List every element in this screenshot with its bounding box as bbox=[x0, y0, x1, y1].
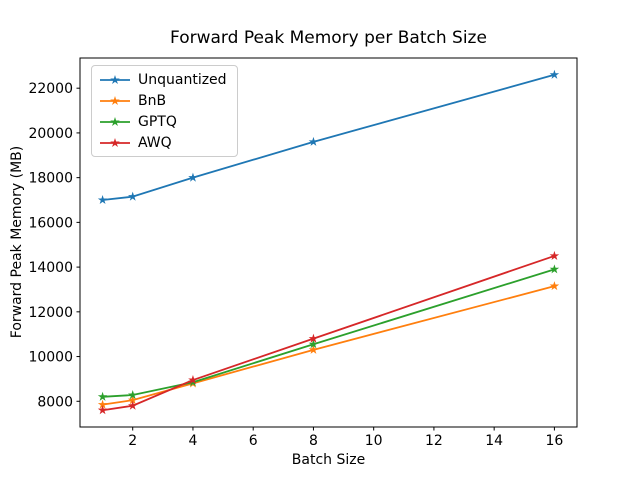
legend-marker-star-icon bbox=[110, 95, 120, 105]
data-point-awq bbox=[127, 400, 138, 410]
data-point-gptq bbox=[308, 339, 319, 349]
data-point-unquantized bbox=[97, 195, 108, 205]
data-point-awq bbox=[97, 405, 108, 415]
legend-item-bnb: BnB bbox=[99, 90, 227, 111]
data-point-unquantized bbox=[127, 191, 138, 201]
legend-swatch-gptq bbox=[100, 116, 130, 126]
legend-swatch-unquantized bbox=[100, 74, 130, 84]
data-point-bnb bbox=[549, 281, 560, 291]
data-point-awq bbox=[188, 375, 198, 385]
legend-swatch-bnb bbox=[100, 95, 130, 105]
legend-label-awq: AWQ bbox=[138, 134, 172, 151]
legend-marker-star-icon bbox=[110, 137, 120, 147]
data-point-awq bbox=[549, 250, 560, 260]
x-tick-label: 12 bbox=[425, 433, 443, 449]
y-tick-label: 22000 bbox=[28, 81, 73, 97]
data-point-unquantized bbox=[549, 69, 560, 79]
legend-label-gptq: GPTQ bbox=[138, 113, 177, 130]
x-tick-label: 6 bbox=[249, 433, 258, 449]
x-axis-label: Batch Size bbox=[291, 452, 366, 468]
data-point-bnb bbox=[127, 395, 138, 405]
y-tick-label: 10000 bbox=[28, 350, 73, 366]
x-tick-label: 16 bbox=[545, 433, 563, 449]
x-tick-label: 14 bbox=[485, 433, 503, 449]
data-point-gptq bbox=[549, 264, 560, 274]
y-tick-label: 8000 bbox=[37, 394, 73, 410]
data-point-unquantized bbox=[308, 136, 319, 146]
data-point-gptq bbox=[97, 391, 108, 401]
data-point-gptq bbox=[127, 390, 138, 400]
x-tick-label: 4 bbox=[188, 433, 197, 449]
legend-item-awq: AWQ bbox=[99, 132, 227, 153]
data-point-unquantized bbox=[188, 172, 198, 182]
x-tick-label: 2 bbox=[128, 433, 137, 449]
y-tick-label: 14000 bbox=[28, 260, 73, 276]
legend-label-bnb: BnB bbox=[138, 92, 167, 109]
y-tick-label: 18000 bbox=[28, 171, 73, 187]
y-tick-label: 12000 bbox=[28, 305, 73, 321]
legend-item-gptq: GPTQ bbox=[99, 111, 227, 132]
data-point-bnb bbox=[97, 399, 108, 409]
legend-swatch-awq bbox=[100, 137, 130, 147]
y-tick-label: 16000 bbox=[28, 215, 73, 231]
data-point-awq bbox=[308, 333, 319, 343]
x-tick-label: 8 bbox=[309, 433, 318, 449]
data-point-bnb bbox=[308, 344, 319, 354]
y-tick-label: 20000 bbox=[28, 126, 73, 142]
legend: Unquantized BnB GPTQ AWQ bbox=[91, 65, 238, 157]
legend-marker-star-icon bbox=[110, 74, 120, 84]
legend-marker-star-icon bbox=[110, 116, 120, 126]
chart-title: Forward Peak Memory per Batch Size bbox=[170, 28, 487, 48]
x-tick-label: 10 bbox=[365, 433, 383, 449]
legend-label-unquantized: Unquantized bbox=[138, 71, 227, 88]
legend-item-unquantized: Unquantized bbox=[99, 69, 227, 90]
